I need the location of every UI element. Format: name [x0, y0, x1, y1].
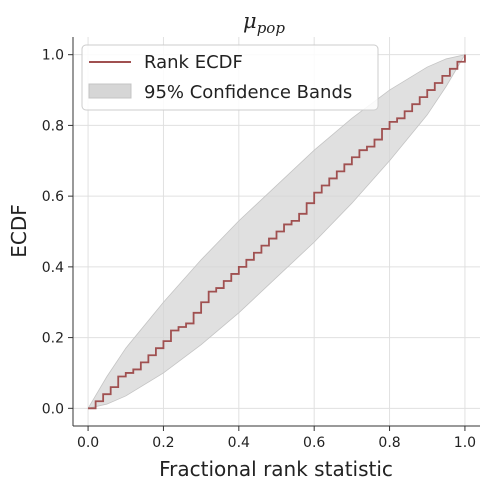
chart-title: μpop	[243, 9, 285, 37]
y-axis-label: ECDF	[7, 204, 31, 258]
x-axis-label: Fractional rank statistic	[159, 457, 393, 481]
y-ticks: 0.0 0.2 0.4 0.6 0.8 1.0	[42, 48, 73, 417]
legend-frame	[81, 44, 379, 111]
axes-spines	[72, 37, 480, 427]
legend: Rank ECDF 95% Confidence Bands	[81, 44, 379, 111]
x-tick-label: 1.0	[454, 435, 476, 451]
legend-band-label: 95% Confidence Bands	[144, 82, 352, 103]
y-tick-label: 0.8	[42, 118, 64, 134]
x-tick-label: 0.0	[77, 435, 99, 451]
x-tick-label: 0.4	[228, 435, 250, 451]
y-tick-label: 0.6	[42, 189, 64, 205]
rank-ecdf-line	[88, 54, 466, 410]
x-tick-label: 0.6	[303, 435, 325, 451]
y-tick-label: 0.0	[42, 401, 64, 417]
y-tick-label: 1.0	[42, 48, 64, 64]
x-tick-label: 0.2	[152, 435, 174, 451]
y-tick-label: 0.4	[42, 260, 64, 276]
x-tick-label: 0.8	[378, 435, 400, 451]
legend-ecdf-label: Rank ECDF	[144, 52, 243, 73]
y-tick-label: 0.2	[42, 331, 64, 347]
legend-band-swatch	[88, 83, 132, 99]
x-ticks: 0.0 0.2 0.4 0.6 0.8 1.0	[77, 426, 476, 451]
